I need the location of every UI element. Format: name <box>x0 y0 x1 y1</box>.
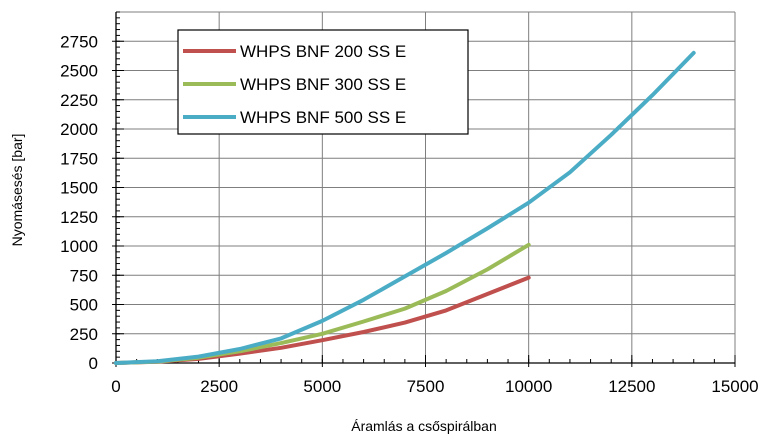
y-tick-label: 1750 <box>60 149 98 168</box>
x-tick-label: 2500 <box>200 377 238 396</box>
y-tick-label: 500 <box>70 296 98 315</box>
y-tick-label: 2250 <box>60 91 98 110</box>
y-axis-title: Nyomásesés [bar] <box>9 134 25 247</box>
y-tick-label: 1000 <box>60 237 98 256</box>
y-tick-label: 0 <box>89 354 98 373</box>
x-tick-label: 15000 <box>711 377 758 396</box>
y-tick-label: 250 <box>70 325 98 344</box>
series-lines <box>114 50 696 365</box>
y-tick-label: 2750 <box>60 32 98 51</box>
series-line-2 <box>114 50 696 365</box>
legend-label-500: WHPS BNF 500 SS E <box>240 108 406 127</box>
x-axis-title: Áramlás a csőspirálban <box>351 418 497 434</box>
y-tick-label: 2500 <box>60 62 98 81</box>
x-tick-label: 10000 <box>505 377 552 396</box>
x-tick-label: 5000 <box>303 377 341 396</box>
x-tick-label: 7500 <box>407 377 445 396</box>
y-tick-label: 750 <box>70 266 98 285</box>
x-tick-label: 12500 <box>608 377 655 396</box>
legend-label-300: WHPS BNF 300 SS E <box>240 75 406 94</box>
y-tick-label: 1250 <box>60 208 98 227</box>
tick-labels: 0 2500 5000 7500 10000 12500 15000 0 250 500 750 10… <box>60 32 758 396</box>
legend-label-200: WHPS BNF 200 SS E <box>240 42 406 61</box>
y-tick-label: 1500 <box>60 179 98 198</box>
y-tick-label: 2000 <box>60 120 98 139</box>
x-tick-label: 0 <box>111 377 120 396</box>
legend: WHPS BNF 200 SS E WHPS BNF 300 SS E WHPS… <box>177 29 469 135</box>
